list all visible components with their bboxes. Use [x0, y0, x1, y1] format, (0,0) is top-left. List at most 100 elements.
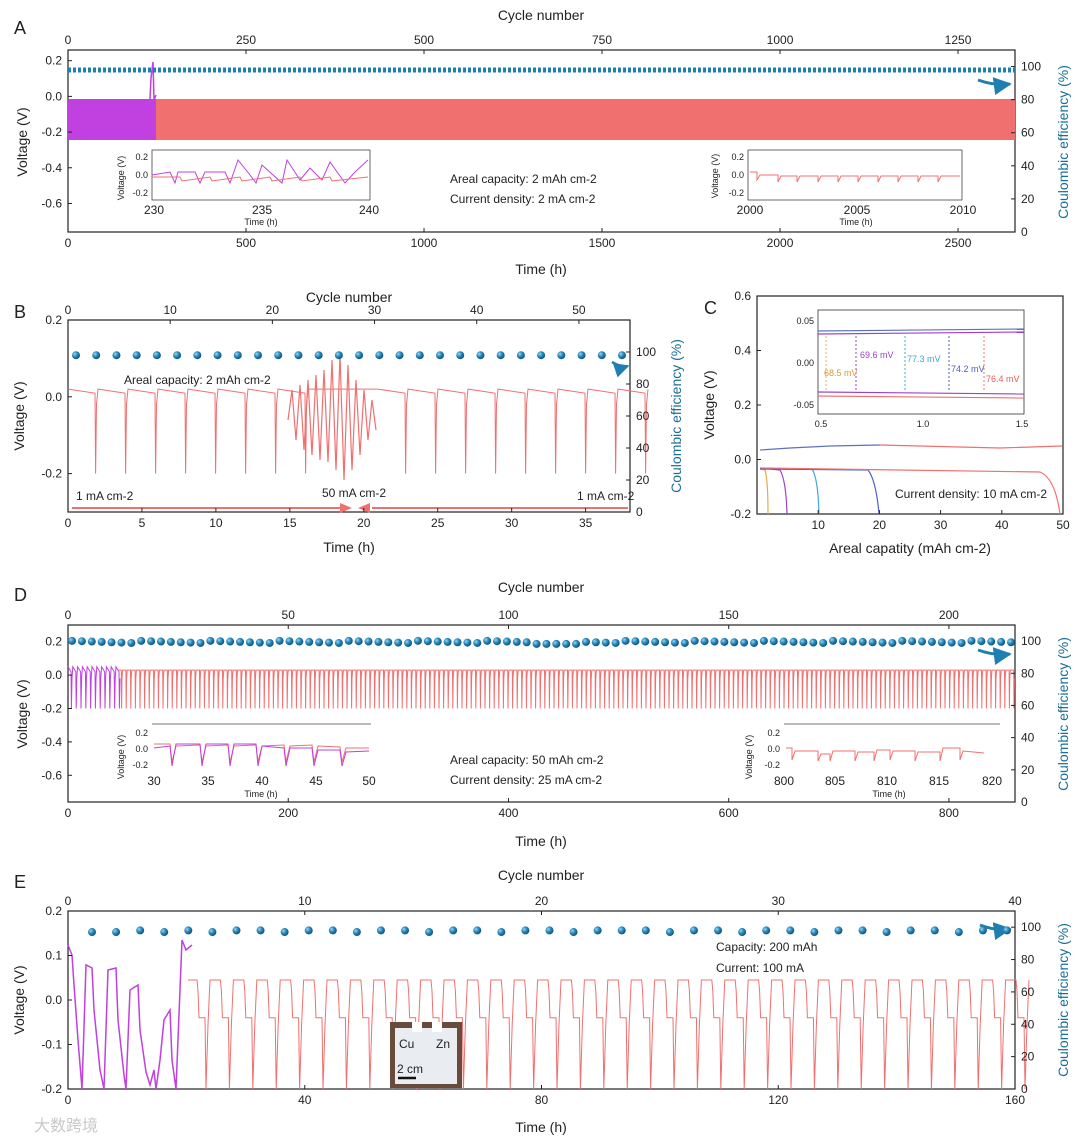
- panel-d-ce-marker: [898, 636, 907, 645]
- svg-text:235: 235: [252, 203, 272, 217]
- panel-d-ce-marker: [473, 638, 482, 647]
- svg-text:74.2 mV: 74.2 mV: [951, 364, 985, 374]
- panel-a-xlabel: Time (h): [515, 261, 567, 277]
- panel-d-ce-marker: [858, 637, 867, 646]
- panel-d-ce-marker: [690, 636, 699, 645]
- panel-c-ytick-label: -0.2: [730, 507, 751, 521]
- panel-e-top-tick-label: 0: [65, 894, 72, 908]
- panel-e-xtick-label: 80: [535, 1093, 549, 1107]
- svg-text:76.4 mV: 76.4 mV: [986, 374, 1020, 384]
- panel-e-annotation-capacity: Capacity: 200 mAh: [716, 940, 817, 954]
- panel-b-rate-arrow-1: [340, 503, 352, 513]
- panel-d-ce-marker: [493, 637, 502, 646]
- panel-b-top-xlabel: Cycle number: [306, 289, 393, 305]
- panel-e-ytick-label: -0.2: [41, 1082, 62, 1096]
- photo-scale-bar-label: 2 cm: [397, 1062, 423, 1076]
- panel-d-ce-marker: [216, 637, 225, 646]
- svg-text:0.2: 0.2: [135, 152, 148, 162]
- panel-a-y2tick-label: 100: [1021, 60, 1041, 74]
- svg-text:Voltage (V): Voltage (V): [710, 154, 720, 199]
- panel-e-ce-marker: [304, 926, 313, 935]
- panel-a-xtick-label: 1000: [411, 236, 438, 250]
- panel-d-inset-2: Voltage (V) 0.2 0.0 -0.2 800 805 810 815…: [744, 723, 1002, 799]
- panel-d-ce-marker: [661, 638, 670, 647]
- panel-b-xtick-label: 25: [431, 516, 445, 530]
- svg-text:800: 800: [774, 774, 794, 788]
- panel-c-ytick-label: 0.6: [734, 289, 751, 303]
- panel-d-ce-marker: [779, 637, 788, 646]
- panel-e-y2tick-label: 60: [1021, 985, 1035, 999]
- panel-b-ce-marker: [436, 351, 444, 360]
- panel-b-ce-marker: [355, 351, 364, 360]
- panel-d-ce-marker: [987, 637, 996, 646]
- panel-e-xtick-label: 40: [298, 1093, 312, 1107]
- svg-text:Time (h): Time (h): [839, 217, 872, 227]
- panel-d-top-tick-label: 200: [939, 608, 959, 622]
- panel-d-ce-marker: [255, 638, 264, 647]
- svg-text:0.2: 0.2: [731, 152, 744, 162]
- panel-d-ce-marker: [77, 637, 86, 646]
- panel-b-ce-marker: [314, 351, 323, 360]
- panel-d-xtick-label: 200: [278, 806, 298, 820]
- panel-d-top-xlabel: Cycle number: [498, 579, 585, 595]
- panel-e-ytick-label: 0.0: [45, 993, 62, 1007]
- svg-text:69.6 mV: 69.6 mV: [860, 350, 894, 360]
- panel-b-ce-marker: [92, 351, 101, 360]
- panel-d-ce-marker: [265, 638, 274, 647]
- panel-d-ce-marker: [621, 636, 630, 645]
- panel-d-ce-marker: [512, 637, 521, 646]
- panel-b-y2tick-label: 40: [636, 441, 650, 455]
- panel-d-ce-marker: [117, 638, 126, 647]
- panel-e-ytick-label: -0.1: [41, 1038, 62, 1052]
- panel-b-ce-marker: [618, 351, 626, 360]
- panel-a-top-tick-label: 250: [236, 33, 256, 47]
- panel-a-xtick-label: 0: [65, 236, 72, 250]
- panel-e-ce-marker: [160, 928, 169, 937]
- panel-d-ce-marker: [977, 637, 986, 646]
- panel-label-d: D: [14, 585, 27, 605]
- panel-e-top-tick-label: 20: [535, 894, 549, 908]
- svg-text:0.00: 0.00: [796, 358, 814, 368]
- panel-e-ce-marker: [473, 926, 482, 935]
- svg-text:240: 240: [359, 203, 379, 217]
- panel-d-ce-marker: [68, 636, 76, 645]
- svg-text:2005: 2005: [844, 203, 871, 217]
- svg-text:810: 810: [877, 774, 897, 788]
- panel-b-top-tick-label: 30: [368, 303, 382, 317]
- panel-e-xtick-label: 120: [768, 1093, 788, 1107]
- panel-d-xtick-label: 400: [498, 806, 518, 820]
- svg-text:-0.2: -0.2: [132, 760, 148, 770]
- panel-d-y2tick-label: 60: [1021, 698, 1035, 712]
- panel-a-annotation-current: Current density: 2 mA cm-2: [450, 192, 596, 206]
- panel-d-ce-marker: [908, 637, 917, 646]
- panel-d-ce-marker: [532, 639, 541, 648]
- panel-d-ytick-label: -0.6: [41, 768, 62, 782]
- panel-d-ce-marker: [463, 638, 472, 647]
- panel-c-xtick-label: 50: [1056, 518, 1070, 532]
- svg-text:0.0: 0.0: [135, 170, 148, 180]
- panel-d-ce-marker: [147, 637, 156, 646]
- panel-a-y2tick-label: 20: [1021, 192, 1035, 206]
- panel-e-xlabel: Time (h): [515, 1119, 567, 1135]
- panel-e-ce-marker: [786, 926, 795, 935]
- panel-e-ce-marker: [449, 926, 458, 935]
- panel-a-y2tick-label: 60: [1021, 126, 1035, 140]
- panel-e-ylabel: Voltage (V): [11, 965, 27, 1034]
- panel-b-ce-marker: [557, 351, 566, 360]
- svg-text:Voltage (V): Voltage (V): [116, 156, 126, 201]
- panel-b-ce-marker: [112, 351, 121, 360]
- panel-b-ce-marker: [254, 351, 262, 360]
- panel-d-ce-marker: [206, 636, 215, 645]
- panel-d-ce-marker: [364, 637, 373, 646]
- panel-d-ce-marker: [1007, 638, 1015, 647]
- panel-d-ce-marker: [552, 639, 561, 648]
- panel-d-ce-marker: [295, 637, 304, 646]
- panel-d-ce-marker: [740, 638, 749, 647]
- panel-e-top-tick-label: 30: [772, 894, 786, 908]
- svg-text:820: 820: [982, 774, 1002, 788]
- panel-c-xtick-label: 20: [873, 518, 887, 532]
- panel-d-ce-marker: [423, 637, 432, 646]
- panel-a-inset-1: Voltage (V) 0.2 0.0 -0.2 230 235 240 Tim…: [116, 149, 379, 227]
- svg-text:Time (h): Time (h): [872, 789, 905, 799]
- panel-a-zn-spike: [149, 61, 157, 101]
